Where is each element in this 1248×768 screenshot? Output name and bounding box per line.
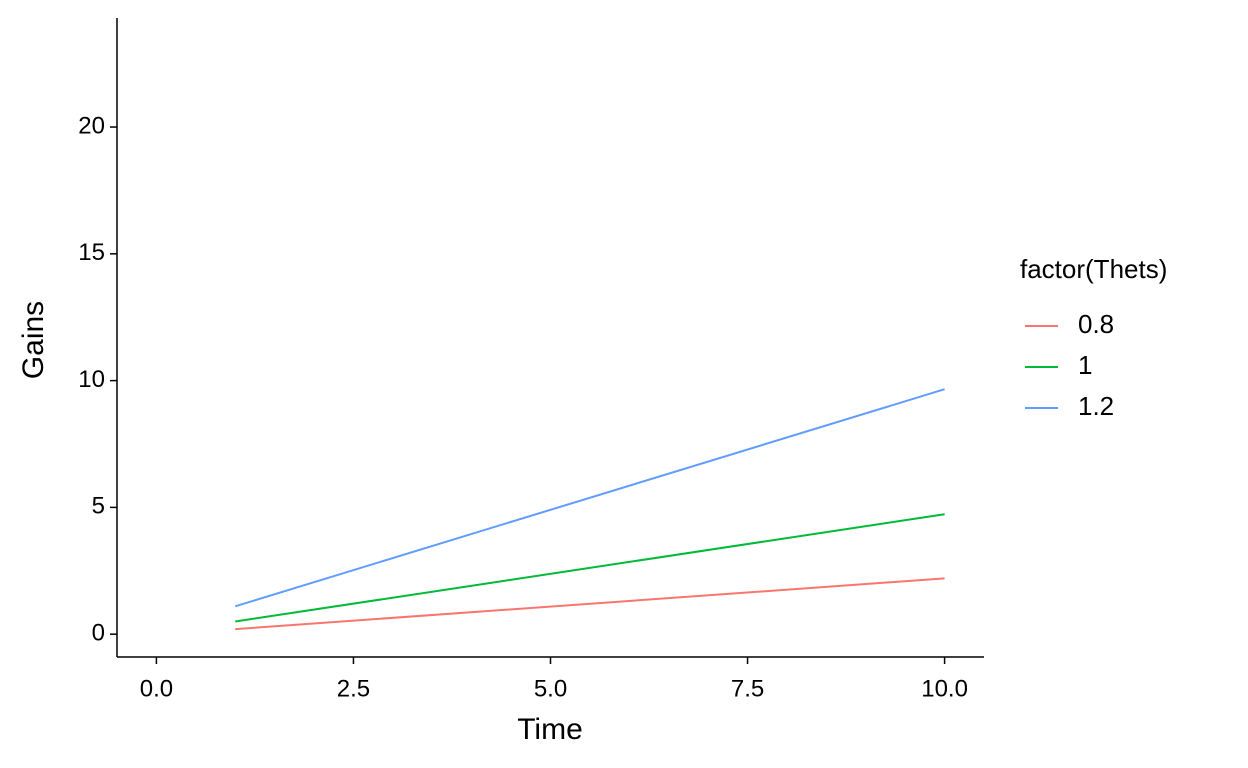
legend-label: 0.8 [1078, 309, 1114, 339]
x-axis-title: Time [517, 713, 583, 746]
series-line [235, 577, 945, 631]
series-line [235, 513, 945, 623]
legend-title: factor(Thets) [1020, 254, 1167, 284]
y-tick-label: 15 [78, 239, 105, 266]
legend-label: 1.2 [1078, 391, 1114, 421]
legend-label: 1 [1078, 350, 1092, 380]
x-tick-label: 10.0 [921, 675, 968, 702]
y-tick-label: 20 [78, 112, 105, 139]
series-line [234, 388, 945, 608]
x-tick-label: 5.0 [534, 675, 567, 702]
y-axis-title: Gains [17, 301, 50, 379]
y-tick-label: 10 [78, 366, 105, 393]
x-tick-label: 2.5 [337, 675, 370, 702]
y-tick-label: 5 [92, 493, 105, 520]
x-tick-label: 7.5 [731, 675, 764, 702]
x-tick-label: 0.0 [140, 675, 173, 702]
y-tick-label: 0 [92, 620, 105, 647]
